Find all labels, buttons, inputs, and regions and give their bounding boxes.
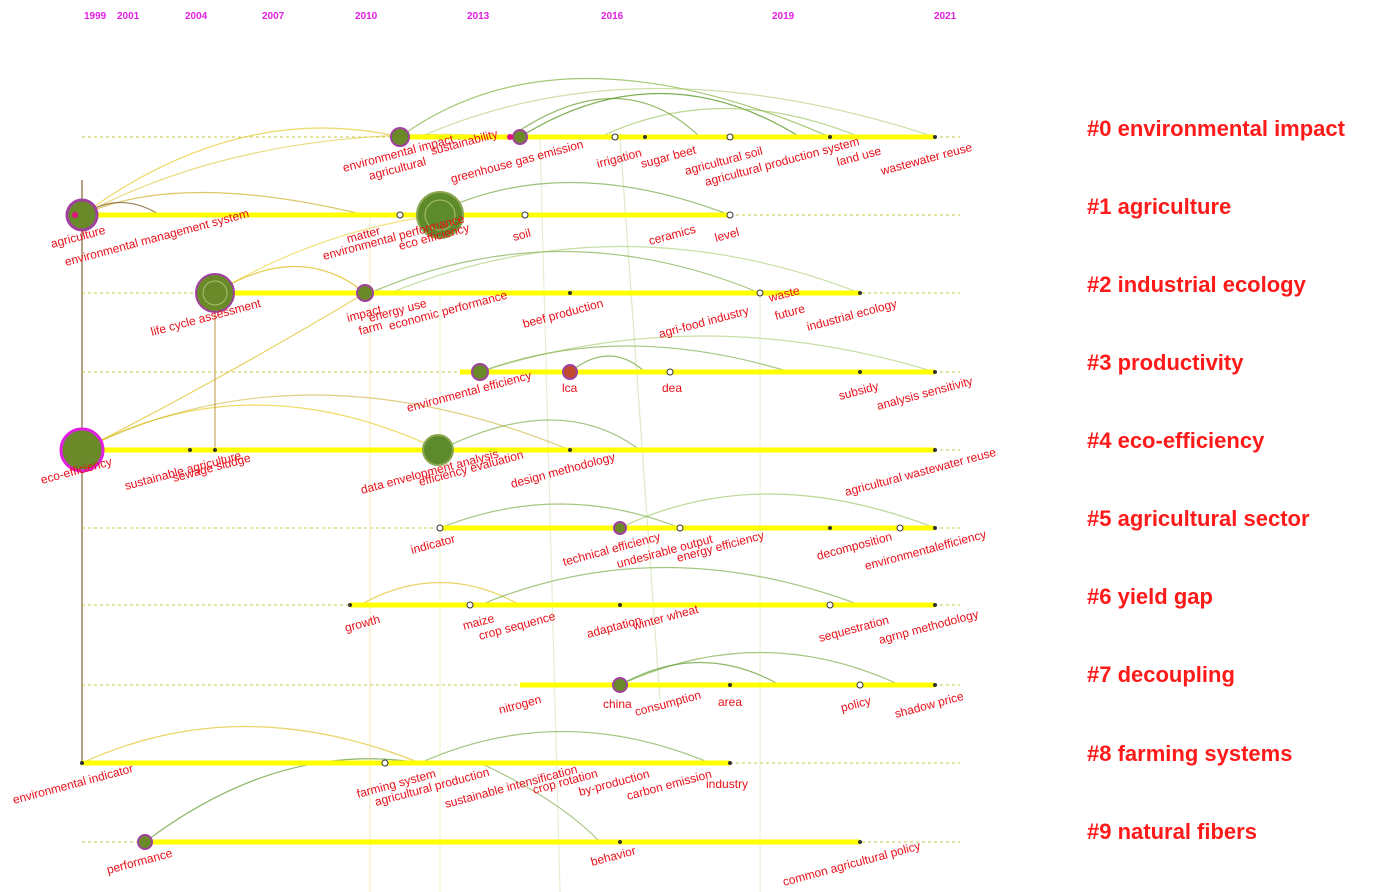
term-label: performance	[105, 846, 174, 877]
term-label: behavior	[589, 843, 637, 868]
term-nodes	[59, 127, 937, 850]
year-axis: 1999 2001 2004 2007 2010 2013 2016 2019 …	[84, 11, 957, 22]
term-label: dea	[662, 381, 682, 395]
cluster-label: #7 decoupling	[1087, 662, 1235, 687]
cluster-label: #5 agricultural sector	[1087, 506, 1310, 531]
year-label: 2007	[262, 11, 285, 22]
term-label: beef production	[521, 296, 605, 331]
year-label: 2016	[601, 11, 624, 22]
year-label: 1999	[84, 11, 107, 22]
term-label: policy	[839, 693, 872, 714]
term-label: analysis sensitivity	[875, 374, 974, 413]
cluster-timelines	[82, 134, 960, 845]
term-label: level	[713, 225, 740, 245]
term-label: irrigation	[595, 145, 643, 170]
term-label: soil	[511, 226, 532, 244]
term-label: farm	[357, 318, 384, 338]
term-label: environmental indicator	[11, 761, 134, 807]
term-label: future	[773, 301, 807, 323]
cluster-label: #4 eco-efficiency	[1087, 428, 1265, 453]
year-label: 2001	[117, 11, 140, 22]
term-label: agricultural wastewater reuse	[843, 445, 998, 499]
term-label: environmental efficiency	[405, 368, 533, 415]
term-label: industrial ecology	[805, 296, 898, 334]
term-label: growth	[343, 612, 381, 635]
term-label: industry	[706, 777, 748, 791]
year-label: 2013	[467, 11, 490, 22]
term-label: indicator	[409, 532, 456, 557]
year-label: 2021	[934, 11, 957, 22]
term-label: sustainability	[429, 127, 499, 158]
term-label: area	[718, 695, 742, 709]
cluster-label: #1 agriculture	[1087, 194, 1232, 219]
cluster-label: #2 industrial ecology	[1087, 272, 1306, 297]
term-label: lca	[562, 381, 578, 395]
term-label: china	[603, 697, 632, 711]
term-label: shadow price	[893, 689, 965, 721]
term-label: common agricultural policy	[781, 839, 922, 889]
cluster-label: #9 natural fibers	[1087, 819, 1257, 844]
year-label: 2004	[185, 11, 208, 22]
year-label: 2010	[355, 11, 378, 22]
cluster-label: #6 yield gap	[1087, 584, 1213, 609]
citation-arcs	[81, 77, 936, 892]
term-label: design methodology	[509, 450, 616, 491]
cluster-label: #0 environmental impact	[1087, 116, 1345, 141]
year-label: 2019	[772, 11, 795, 22]
cluster-label: #3 productivity	[1087, 350, 1244, 375]
term-label: subsidy	[837, 379, 880, 403]
term-label: waste	[766, 283, 801, 305]
term-label: wastewater reuse	[878, 140, 974, 178]
term-label: ceramics	[647, 222, 697, 248]
term-label: consumption	[633, 688, 702, 719]
term-label: agrnp methodology	[877, 607, 980, 647]
term-label: nitrogen	[497, 692, 543, 717]
term-label: agri-food industry	[657, 303, 750, 341]
cluster-label: #8 farming systems	[1087, 741, 1293, 766]
